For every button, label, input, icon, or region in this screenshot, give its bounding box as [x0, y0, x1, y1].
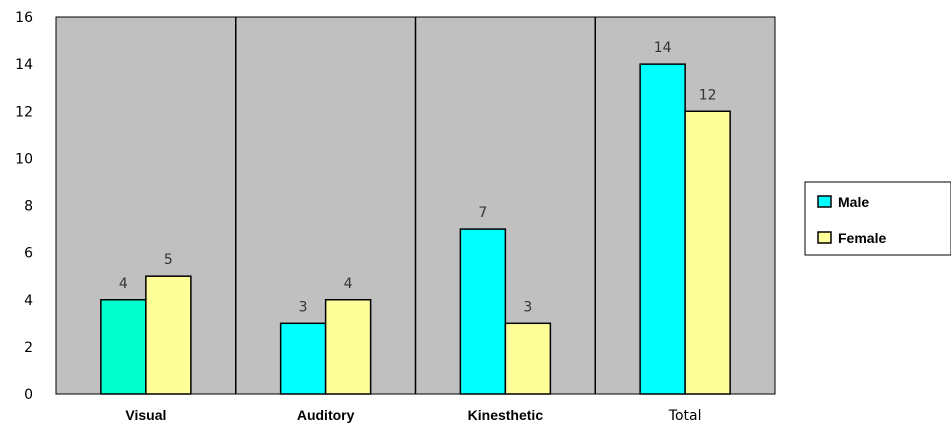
x-tick-label: Auditory	[297, 407, 355, 423]
category-dividers	[235, 17, 596, 394]
bar	[684, 110, 731, 395]
bar	[324, 299, 372, 395]
legend-label: Female	[838, 230, 886, 246]
bar	[100, 299, 147, 395]
x-tick-label: Total	[668, 408, 702, 424]
bar	[504, 322, 552, 395]
x-tick-label: Kinesthetic	[468, 407, 544, 423]
y-tick-label: 6	[24, 246, 33, 262]
data-labels: 4 5 3 4 7 3 14 12	[119, 40, 717, 315]
data-label: 4	[119, 276, 128, 292]
legend-swatch	[817, 231, 832, 244]
x-axis-labels: Visual Auditory Kinesthetic Total	[125, 407, 701, 424]
bar	[459, 228, 507, 395]
legend-label: Male	[838, 194, 869, 210]
data-label: 12	[699, 87, 717, 103]
y-axis-ticks: 0 2 4 6 8 10 12 14 16	[15, 10, 33, 403]
data-label: 3	[523, 299, 532, 315]
data-label: 14	[654, 40, 672, 56]
y-tick-label: 16	[15, 10, 33, 26]
y-tick-label: 8	[24, 199, 33, 215]
x-tick-label: Visual	[125, 407, 166, 423]
y-tick-label: 14	[15, 57, 33, 73]
bar	[279, 322, 327, 395]
bar	[145, 275, 192, 395]
y-tick-label: 12	[15, 104, 33, 120]
legend: Male Female	[804, 181, 951, 256]
y-tick-label: 0	[24, 387, 33, 403]
y-tick-label: 10	[15, 151, 33, 167]
bars	[100, 63, 731, 395]
data-label: 5	[164, 252, 173, 268]
y-tick-label: 4	[24, 293, 33, 309]
data-label: 7	[478, 205, 487, 221]
data-label: 4	[344, 276, 353, 292]
legend-swatch	[817, 195, 832, 208]
y-tick-label: 2	[24, 340, 33, 356]
bar	[639, 63, 686, 395]
data-label: 3	[299, 299, 308, 315]
